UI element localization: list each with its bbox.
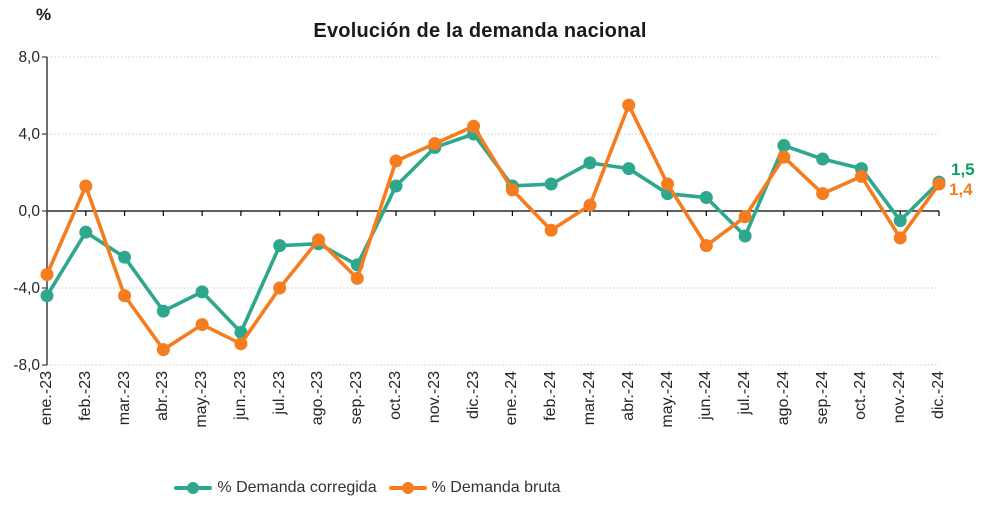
data-point-corregida bbox=[816, 152, 830, 166]
x-tick-label: jun.-23 bbox=[231, 371, 249, 420]
x-tick-label: feb.-23 bbox=[76, 371, 94, 421]
x-tick-label: dic.-23 bbox=[464, 371, 482, 420]
data-point-corregida bbox=[273, 239, 287, 253]
data-point-corregida bbox=[583, 156, 597, 170]
y-tick-label: 0,0 bbox=[18, 203, 40, 220]
corregida-series-marker bbox=[174, 481, 213, 495]
data-point-bruta bbox=[118, 289, 132, 303]
legend-label-bruta: % Demanda bruta bbox=[431, 479, 561, 496]
legend-item-corregida: % Demanda corregida bbox=[174, 479, 377, 497]
data-point-corregida bbox=[118, 250, 132, 264]
corregida-dot-swatch bbox=[187, 482, 200, 494]
data-point-corregida bbox=[40, 289, 54, 303]
data-point-bruta bbox=[816, 187, 830, 201]
x-tick-label: mar.-24 bbox=[580, 371, 598, 426]
legend-label-corregida: % Demanda corregida bbox=[217, 479, 377, 496]
x-tick-label: may.-23 bbox=[193, 371, 211, 428]
data-point-bruta bbox=[777, 150, 791, 164]
x-tick-label: jul.-24 bbox=[736, 371, 754, 415]
data-point-corregida bbox=[156, 304, 170, 318]
data-point-corregida bbox=[622, 162, 636, 176]
data-point-bruta bbox=[40, 268, 54, 282]
x-tick-label: sep.-24 bbox=[813, 371, 831, 425]
y-tick-label: 4,0 bbox=[18, 126, 40, 143]
x-tick-label: may.-24 bbox=[658, 371, 676, 428]
x-tick-label: nov.-23 bbox=[425, 371, 443, 424]
data-point-bruta bbox=[273, 281, 287, 295]
series-line-bruta bbox=[45, 103, 941, 352]
data-point-bruta bbox=[195, 318, 209, 332]
y-tick-label: -8,0 bbox=[13, 357, 40, 374]
x-tick-label: jul.-23 bbox=[270, 371, 288, 415]
data-point-bruta bbox=[467, 119, 481, 133]
data-point-bruta bbox=[893, 231, 907, 245]
data-point-bruta bbox=[932, 177, 946, 191]
x-tick-label: oct.-23 bbox=[387, 371, 405, 420]
data-point-bruta bbox=[311, 233, 325, 247]
data-point-corregida bbox=[234, 325, 248, 339]
x-tick-label: dic.-24 bbox=[930, 371, 947, 420]
end-value-label-bruta: 1,4 bbox=[949, 180, 973, 199]
bruta-series-marker bbox=[388, 481, 427, 495]
data-point-bruta bbox=[583, 198, 597, 212]
data-point-bruta bbox=[622, 98, 636, 112]
data-point-bruta bbox=[350, 271, 364, 285]
data-point-bruta bbox=[699, 239, 713, 253]
data-point-corregida bbox=[195, 285, 209, 299]
data-point-bruta bbox=[505, 183, 519, 197]
data-point-bruta bbox=[79, 179, 93, 193]
legend: % Demanda corregida % Demanda bruta bbox=[0, 479, 735, 497]
data-point-corregida bbox=[738, 229, 752, 243]
x-tick-label: abr.-23 bbox=[154, 371, 172, 421]
y-tick-label: 8,0 bbox=[18, 49, 40, 66]
x-tick-label: oct.-24 bbox=[852, 371, 870, 420]
data-point-bruta bbox=[156, 343, 170, 357]
data-point-bruta bbox=[738, 210, 752, 224]
y-tick-label: -4,0 bbox=[13, 280, 40, 297]
data-point-bruta bbox=[661, 177, 675, 191]
data-point-bruta bbox=[389, 154, 403, 168]
data-point-bruta bbox=[854, 169, 868, 183]
data-point-corregida bbox=[893, 214, 907, 228]
series-line-corregida bbox=[45, 132, 941, 335]
y-axis-unit-label: % bbox=[36, 5, 52, 24]
data-point-corregida bbox=[777, 139, 791, 153]
data-point-corregida bbox=[389, 179, 403, 193]
x-tick-label: jun.-24 bbox=[697, 371, 715, 420]
x-tick-label: ago.-24 bbox=[774, 371, 792, 426]
x-tick-label: mar.-23 bbox=[115, 371, 133, 426]
x-tick-label: ago.-23 bbox=[309, 371, 327, 426]
data-point-bruta bbox=[544, 223, 558, 237]
chart-title: Evolución de la demanda nacional bbox=[313, 20, 647, 42]
data-point-corregida bbox=[79, 225, 93, 239]
data-point-corregida bbox=[699, 191, 713, 205]
bruta-dot-swatch bbox=[401, 482, 414, 494]
legend-item-bruta: % Demanda bruta bbox=[388, 479, 561, 497]
x-tick-label: nov.-24 bbox=[891, 371, 909, 424]
x-tick-label: ene.-24 bbox=[503, 371, 521, 426]
x-tick-label: abr.-24 bbox=[619, 371, 637, 421]
plot-area: 8,0 4,0 0,0 -4,0 -8,0 bbox=[13, 49, 946, 374]
data-point-bruta bbox=[428, 137, 442, 151]
x-tick-label: feb.-24 bbox=[542, 371, 560, 421]
data-point-corregida bbox=[544, 177, 558, 191]
end-value-label-corregida: 1,5 bbox=[951, 160, 975, 179]
x-tick-label: sep.-23 bbox=[348, 371, 366, 425]
x-tick-label: ene.-23 bbox=[38, 371, 55, 426]
data-point-bruta bbox=[234, 337, 248, 351]
